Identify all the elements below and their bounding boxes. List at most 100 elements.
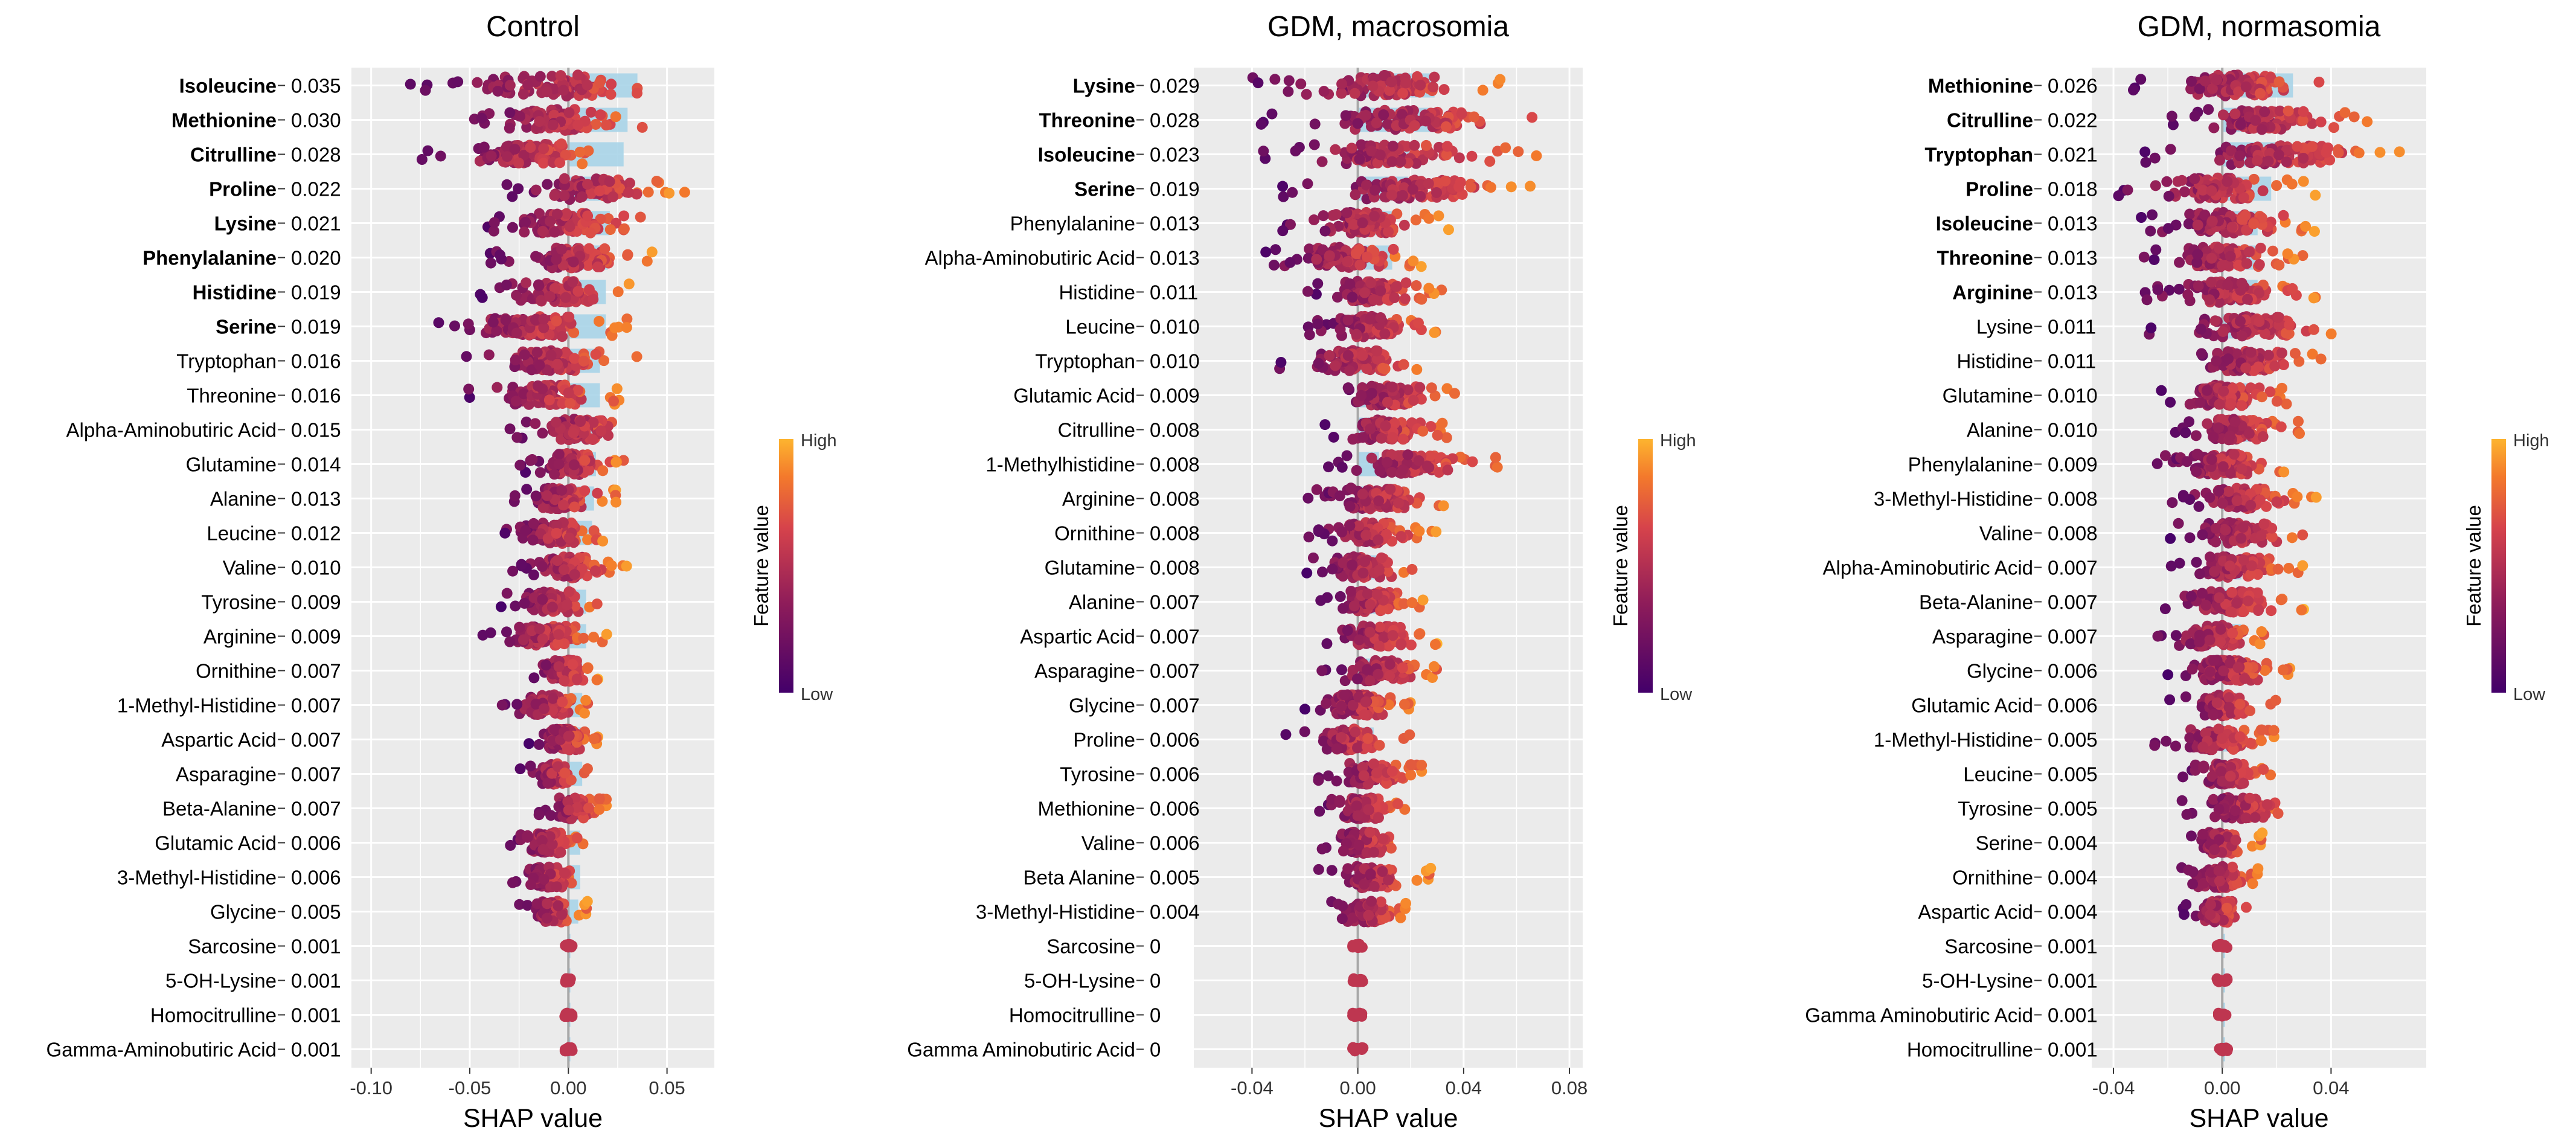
shap-point — [549, 469, 560, 480]
shap-point — [1338, 557, 1349, 569]
panel-title: Control — [486, 11, 580, 43]
shap-point — [542, 898, 553, 909]
shap-point — [623, 187, 634, 198]
shap-point — [1491, 461, 1503, 473]
feature-label: 3-Methyl-Histidine — [976, 901, 1135, 923]
shap-point — [501, 179, 513, 190]
shap-point — [610, 496, 622, 508]
shap-point — [1477, 85, 1488, 96]
shap-point — [1525, 181, 1536, 192]
x-tick-label: 0.00 — [1339, 1077, 1376, 1098]
shap-point — [1380, 420, 1391, 432]
shap-point — [563, 586, 575, 597]
shap-point — [622, 249, 633, 261]
shap-point — [1385, 484, 1396, 495]
shap-point — [1438, 84, 1450, 95]
shap-point — [1377, 833, 1389, 844]
feature-label: Beta-Alanine — [162, 798, 277, 820]
shap-point — [1387, 140, 1399, 152]
shap-point — [1344, 278, 1356, 289]
legend-low-label: Low — [1660, 685, 1693, 704]
feature-label: 5-OH-Lysine — [1024, 970, 1135, 992]
shap-point — [1323, 461, 1334, 473]
feature-label: Glutamic Acid — [1013, 385, 1135, 407]
shap-point — [621, 560, 632, 572]
feature-label: Citrulline — [190, 144, 277, 166]
shap-point — [1374, 465, 1386, 476]
mean-shap-value: 0.021 — [291, 213, 341, 235]
shap-point — [564, 397, 575, 409]
shap-point — [583, 803, 594, 814]
shap-point — [561, 599, 572, 611]
shap-point — [537, 594, 548, 605]
shap-point — [588, 525, 600, 536]
shap-point — [556, 484, 568, 496]
shap-point — [472, 77, 483, 88]
shap-point — [1466, 150, 1478, 162]
shap-point — [595, 425, 607, 437]
shap-point — [534, 467, 546, 478]
shap-point — [1360, 530, 1372, 541]
shap-point — [483, 349, 495, 361]
shap-point — [583, 284, 595, 295]
shap-point — [452, 76, 464, 88]
shap-point — [1367, 80, 1379, 92]
shap-point — [1359, 879, 1370, 890]
shap-point — [542, 777, 554, 789]
shap-point — [1490, 452, 1501, 463]
shap-point — [597, 535, 609, 547]
x-axis-title: SHAP value — [463, 1104, 603, 1133]
mean-shap-value: 0.035 — [291, 75, 341, 97]
shap-point — [1366, 896, 1377, 907]
shap-point — [594, 793, 605, 804]
shap-point — [1311, 484, 1322, 495]
shap-point — [532, 380, 543, 391]
shap-point — [636, 121, 648, 133]
feature-label: Isoleucine — [179, 75, 277, 97]
shap-point — [1342, 350, 1354, 361]
shap-point — [568, 327, 580, 338]
shap-point — [1314, 806, 1325, 817]
mean-shap-value: 0 — [1150, 1039, 1161, 1061]
shap-point — [560, 347, 571, 358]
shap-point — [1378, 109, 1389, 121]
shap-point — [1373, 495, 1385, 507]
shap-point — [610, 457, 622, 468]
shap-point — [1386, 189, 1397, 200]
shap-point — [1420, 139, 1432, 151]
shap-point — [559, 173, 570, 184]
x-tick-label: -0.10 — [350, 1077, 392, 1098]
feature-label: Arginine — [203, 626, 277, 648]
shap-point — [1347, 434, 1359, 445]
shap-point — [559, 190, 570, 201]
shap-point — [1315, 595, 1327, 606]
shap-point — [1313, 775, 1324, 786]
shap-point — [1360, 696, 1371, 708]
shap-point — [1313, 864, 1324, 875]
shap-point — [1423, 213, 1435, 224]
shap-point — [1373, 669, 1384, 680]
feature-label: Isoleucine — [1038, 144, 1135, 166]
shap-point — [646, 246, 658, 258]
shap-point — [1374, 149, 1386, 161]
shap-point — [1386, 76, 1397, 88]
shap-point — [641, 255, 653, 267]
feature-label: Threonine — [1039, 109, 1135, 132]
shap-point — [1316, 566, 1328, 578]
shap-point — [1387, 630, 1399, 641]
shap-point — [476, 292, 488, 303]
shap-point — [519, 349, 530, 361]
shap-point — [1429, 71, 1440, 83]
shap-point — [563, 107, 575, 118]
shap-point — [1303, 531, 1315, 543]
shap-point — [541, 86, 553, 98]
shap-point — [501, 626, 512, 638]
shap-point — [533, 809, 545, 821]
shap-point — [1484, 156, 1496, 167]
mean-shap-value: 0.008 — [1150, 522, 1200, 545]
shap-point — [530, 314, 541, 325]
shap-point — [489, 217, 500, 228]
feature-label: Ornithine — [1054, 522, 1135, 545]
shap-point — [559, 675, 570, 687]
shap-point — [1327, 535, 1338, 547]
